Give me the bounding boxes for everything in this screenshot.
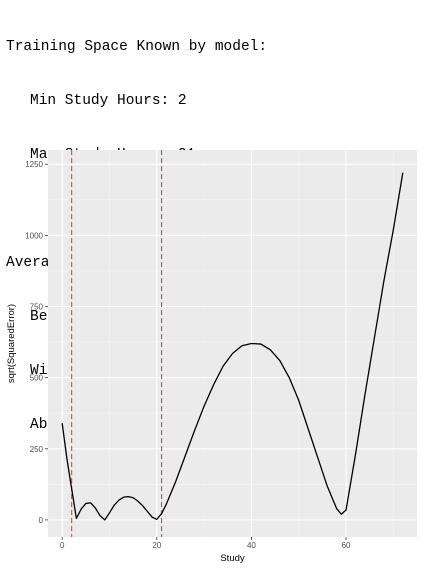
minor-gridlines [48, 150, 417, 537]
series-line [61, 172, 404, 521]
y-tick-label: 1250 [25, 160, 43, 169]
tick-labels: 0 20 40 60 0 250 500 750 1000 1250 [25, 160, 351, 550]
x-tick-label: 20 [152, 541, 161, 550]
training-range-lines [71, 150, 163, 537]
axis-ticks [45, 163, 347, 540]
y-tick-label: 500 [30, 374, 44, 383]
y-tick-label: 1000 [25, 231, 43, 240]
x-tick-label: 40 [247, 541, 256, 550]
y-tick-label: 250 [30, 445, 44, 454]
plot-panel [48, 150, 417, 537]
training-space-header: Training Space Known by model: [6, 39, 268, 55]
y-tick-label: 0 [39, 516, 44, 525]
y-axis-title: sqrt(SquaredError) [6, 304, 17, 383]
y-tick-label: 750 [30, 303, 44, 312]
x-tick-label: 60 [342, 541, 351, 550]
x-tick-label: 0 [60, 541, 65, 550]
x-axis-title: Study [220, 553, 245, 564]
min-study-hours-line: Min Study Hours: 2 [30, 93, 187, 109]
